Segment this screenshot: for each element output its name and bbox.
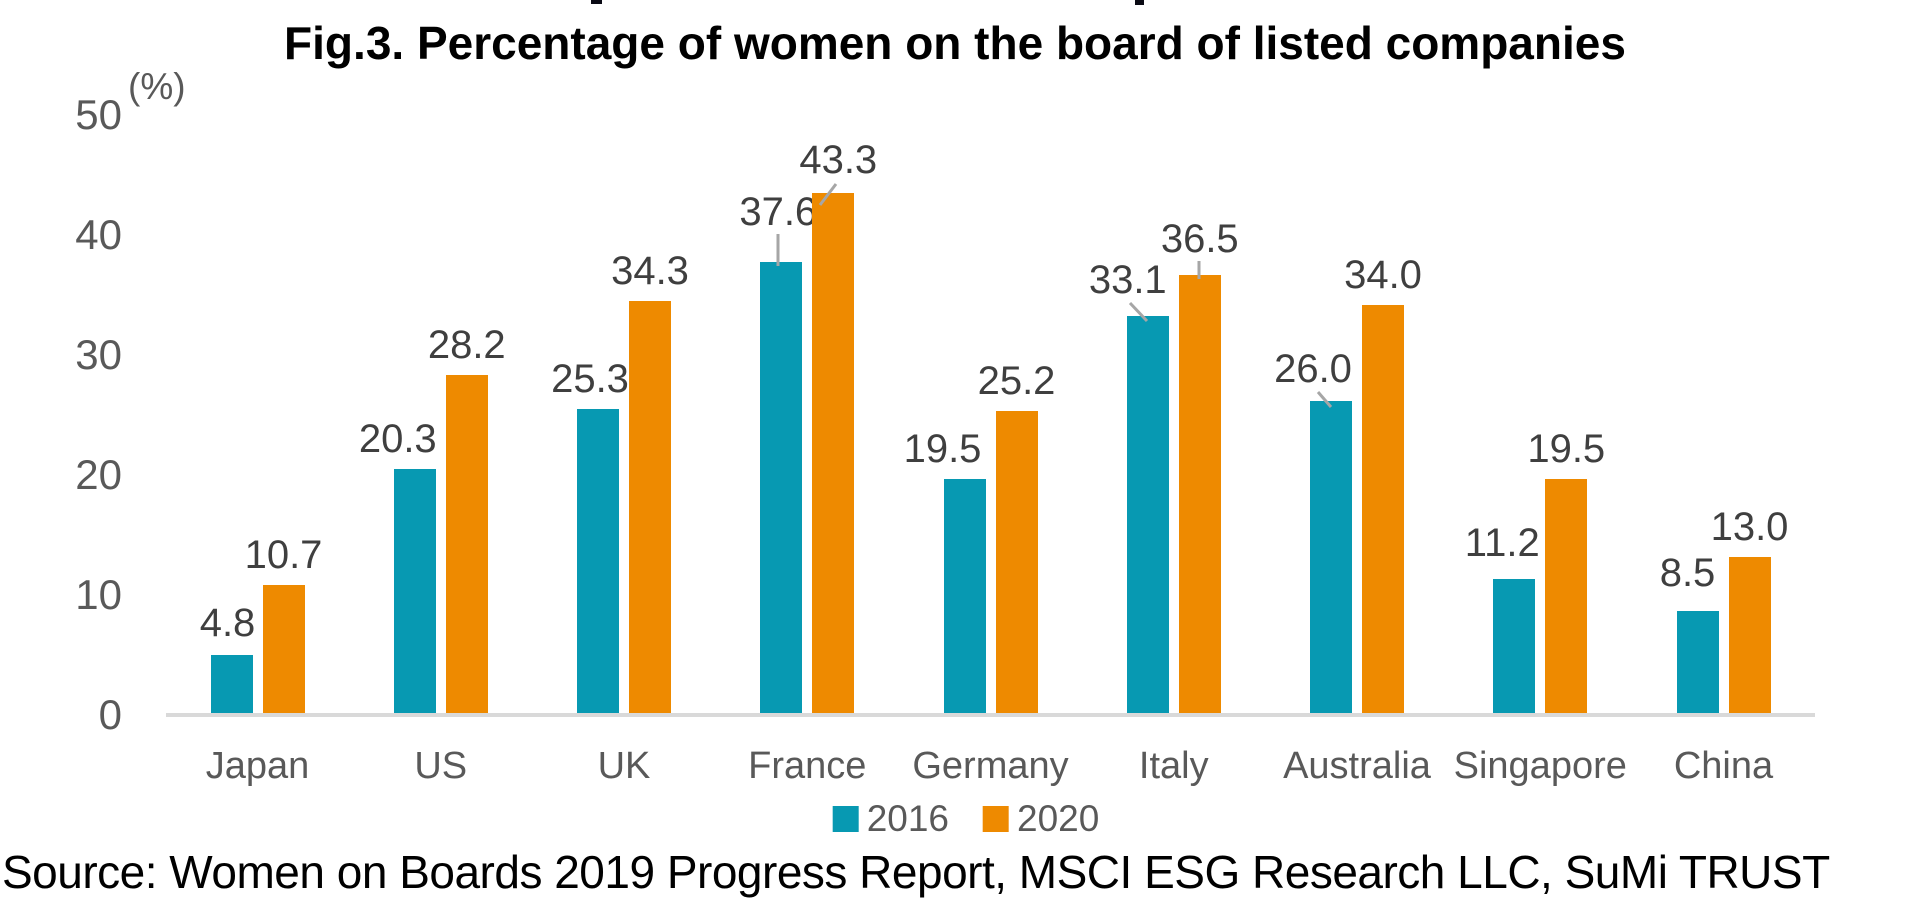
bar-2016-australia — [1310, 401, 1352, 713]
bar-2020-australia — [1362, 305, 1404, 713]
cropped-text-artifact — [1135, 0, 1144, 5]
legend-swatch-2020-icon — [983, 805, 1009, 832]
bar-2020-china — [1728, 557, 1771, 713]
y-axis-tick-label-0: 0 — [98, 691, 122, 738]
data-label-2016-germany: 19.5 — [903, 427, 982, 471]
bar-2020-germany — [995, 410, 1038, 713]
data-label-2020-germany: 25.2 — [977, 358, 1056, 403]
bar-2016-italy — [1126, 315, 1169, 713]
y-axis-tick-label-50: 50 — [75, 91, 122, 138]
data-label-2020-china: 13.0 — [1710, 505, 1789, 549]
data-label-2016-japan: 4.8 — [199, 601, 256, 646]
legend-item-2016: 2016 — [832, 798, 949, 839]
data-label-2020-us: 28.2 — [427, 322, 506, 367]
category-label-japan: Japan — [205, 745, 310, 787]
bar-2016-china — [1676, 611, 1719, 713]
y-axis-tick-label-30: 30 — [75, 331, 122, 378]
data-label-2016-australia: 26.0 — [1274, 347, 1352, 391]
bar-2016-germany — [943, 479, 986, 713]
bar-2020-france — [812, 193, 855, 713]
data-label-2020-uk: 34.3 — [611, 249, 689, 294]
data-label-2020-australia: 34.0 — [1344, 253, 1422, 297]
y-axis-tick-label-10: 10 — [75, 571, 122, 618]
source-text: Source: Women on Boards 2019 Progress Re… — [2, 846, 1830, 898]
data-label-2016-china: 8.5 — [1659, 551, 1716, 595]
legend-label-2016: 2016 — [866, 798, 949, 839]
x-axis-line — [166, 713, 1815, 717]
data-label-2020-france: 43.3 — [799, 138, 878, 183]
legend-swatch-2016-icon — [832, 805, 859, 832]
bar-2020-us — [445, 374, 488, 713]
bar-2016-uk — [577, 409, 619, 713]
category-label-germany: Germany — [912, 745, 1069, 787]
category-label-france: France — [748, 745, 867, 787]
category-label-china: China — [1673, 745, 1774, 787]
legend-label-2020: 2020 — [1017, 798, 1100, 839]
category-label-uk: UK — [597, 745, 651, 787]
data-label-2016-us: 20.3 — [358, 417, 437, 462]
data-label-2016-singapore: 11.2 — [1464, 520, 1540, 565]
bar-2016-us — [393, 469, 436, 713]
category-label-singapore: Singapore — [1453, 745, 1627, 787]
data-label-2016-italy: 33.1 — [1088, 257, 1167, 302]
category-label-italy: Italy — [1138, 745, 1209, 787]
data-label-2020-japan: 10.7 — [244, 532, 323, 577]
data-label-2020-italy: 36.5 — [1160, 217, 1239, 261]
data-label-2020-singapore: 19.5 — [1527, 427, 1606, 471]
data-label-2016-france: 37.6 — [739, 189, 818, 234]
chart-title: Fig.3. Percentage of women on the board … — [284, 17, 1626, 69]
bar-2020-italy — [1178, 275, 1221, 713]
bar-2020-uk — [629, 301, 671, 713]
bar-2016-france — [760, 261, 803, 713]
chart-legend: 2016 2020 — [832, 798, 1099, 839]
bar-2016-japan — [210, 655, 253, 713]
cropped-text-artifact — [591, 0, 602, 4]
category-label-us: US — [414, 745, 468, 787]
data-label-2016-uk: 25.3 — [551, 357, 629, 402]
y-axis-tick-label-40: 40 — [75, 211, 122, 258]
category-label-australia: Australia — [1283, 745, 1431, 787]
y-axis-tick-label-20: 20 — [75, 451, 122, 498]
bar-2016-singapore — [1493, 578, 1536, 713]
legend-item-2020: 2020 — [983, 800, 1099, 837]
bar-2020-japan — [262, 584, 305, 713]
y-axis-unit-label: (%) — [128, 66, 186, 107]
bar-2020-singapore — [1545, 479, 1588, 713]
